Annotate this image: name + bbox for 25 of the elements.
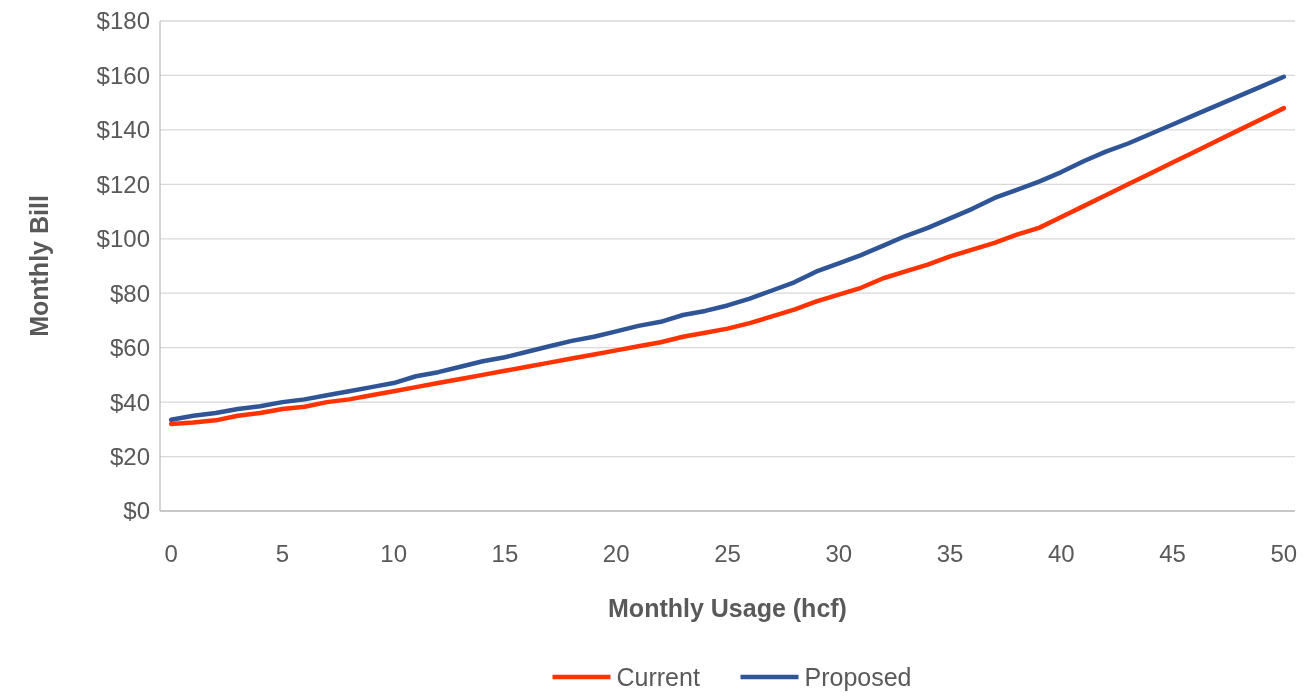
x-tick-label: 5 <box>275 540 290 567</box>
y-tick-label: $20 <box>109 442 150 470</box>
x-tick-label: 45 <box>1159 540 1186 567</box>
x-tick-label: 50 <box>1270 540 1298 567</box>
x-tick-label: 30 <box>825 540 853 567</box>
x-tick-label: 35 <box>936 540 964 567</box>
legend-label: Proposed <box>804 662 912 691</box>
y-tick-label: $120 <box>96 170 150 198</box>
y-tick-label: $140 <box>96 116 150 144</box>
x-tick-label: 0 <box>164 540 178 567</box>
y-tick-label: $160 <box>96 61 150 89</box>
y-tick-label: $100 <box>96 225 150 253</box>
y-tick-label: $60 <box>109 334 150 362</box>
y-tick-label: $0 <box>123 497 150 525</box>
y-axis-title: Monthly Bill <box>25 195 53 337</box>
x-axis-title: Monthly Usage (hcf) <box>608 594 847 622</box>
legend-label: Current <box>616 662 700 691</box>
x-tick-label: 15 <box>491 540 519 567</box>
x-tick-label: 40 <box>1047 540 1075 567</box>
x-tick-label: 10 <box>380 540 408 567</box>
y-tick-label: $80 <box>109 279 150 307</box>
y-tick-label: $40 <box>109 388 150 416</box>
y-tick-label: $180 <box>96 7 150 35</box>
x-tick-label: 25 <box>714 540 741 567</box>
x-tick-label: 20 <box>602 540 630 567</box>
